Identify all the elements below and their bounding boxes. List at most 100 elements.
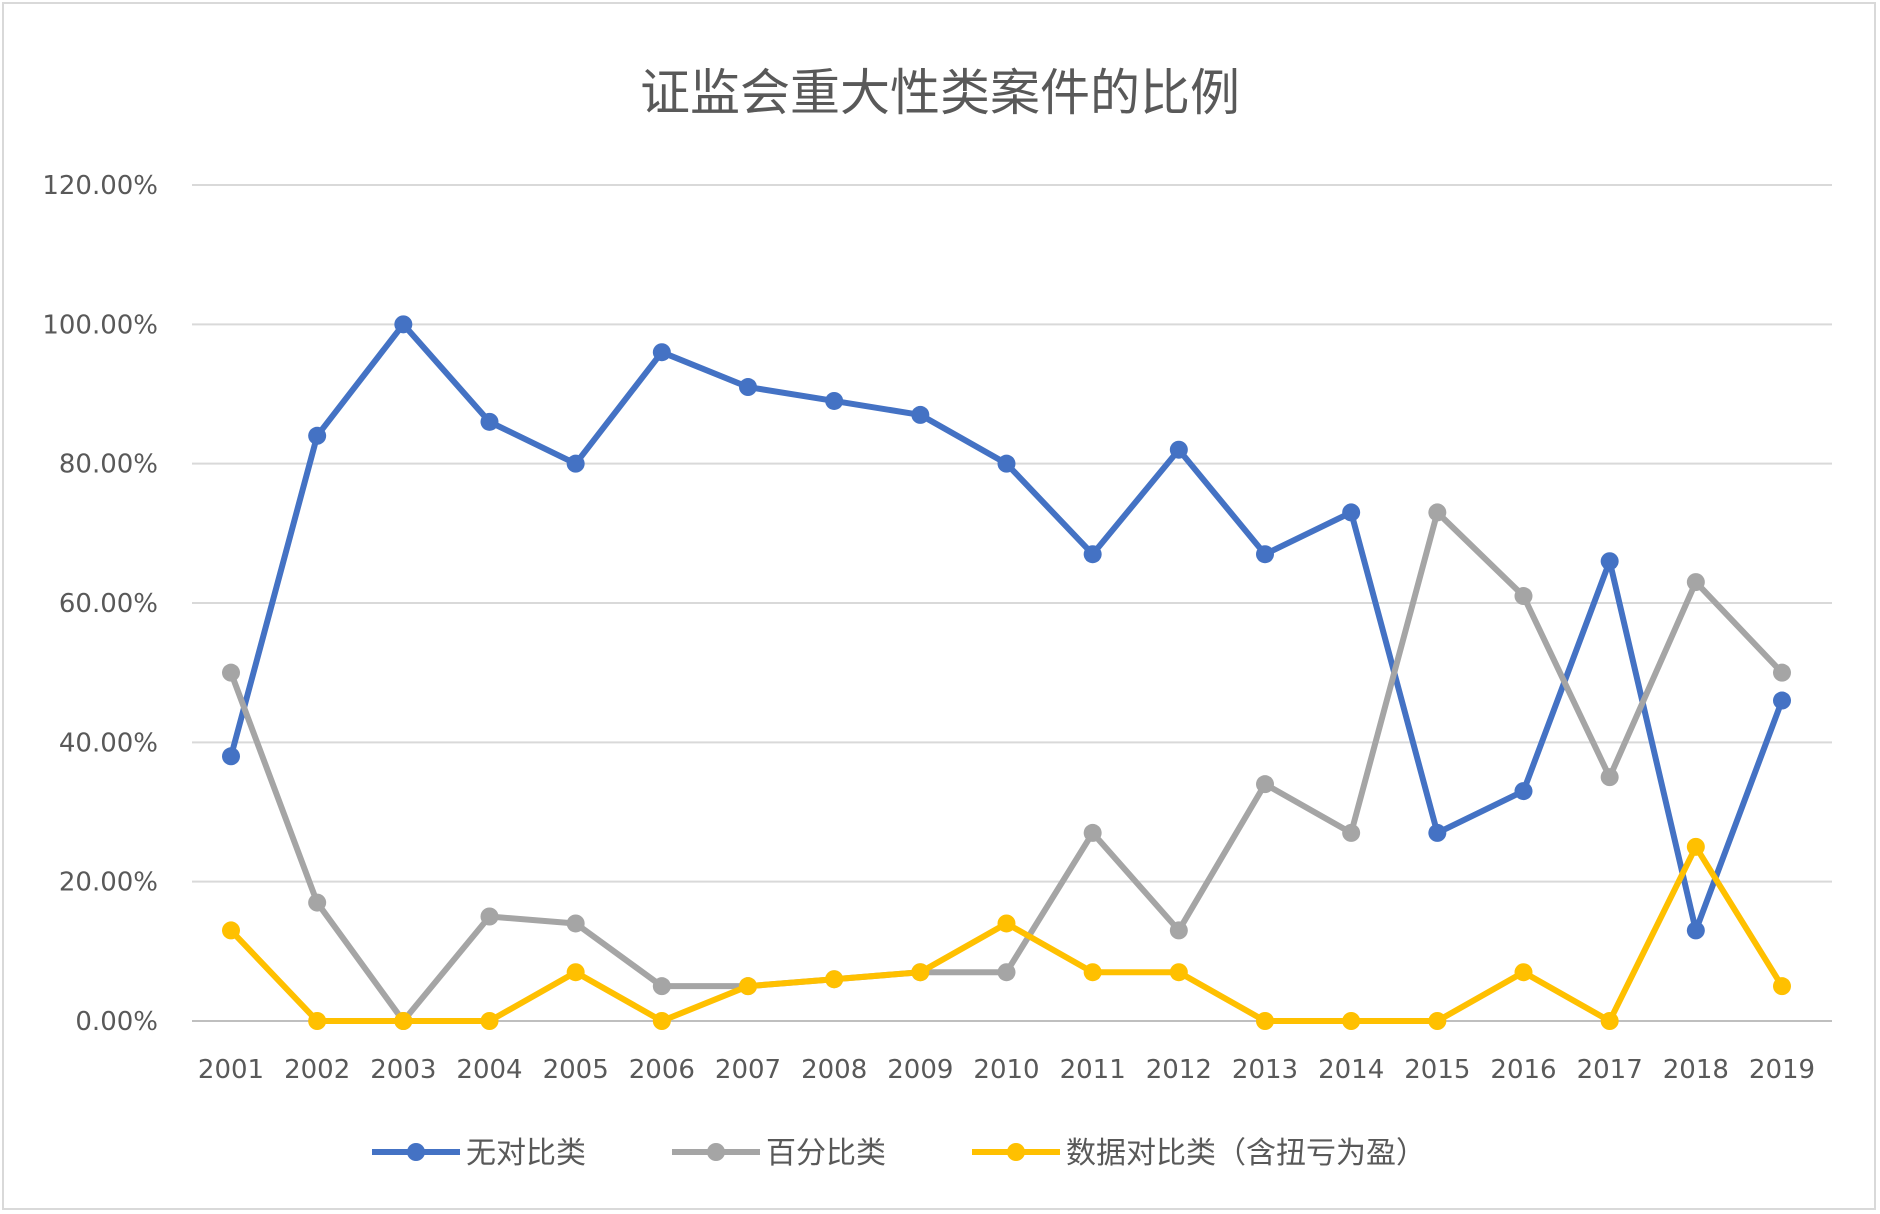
data-point	[997, 963, 1016, 982]
series-1	[222, 315, 1791, 940]
y-tick-label: 120.00%	[42, 171, 158, 201]
series-line	[228, 509, 1785, 1024]
legend-swatch-marker	[707, 1143, 725, 1161]
x-tick-label: 2012	[1146, 1055, 1212, 1085]
x-tick-label: 2014	[1318, 1055, 1384, 1085]
data-point	[739, 378, 757, 397]
x-tick-label: 2018	[1663, 1055, 1729, 1085]
x-tick-label: 2003	[370, 1055, 436, 1085]
data-point	[480, 1012, 499, 1030]
legend-item: 数据对比类（含扭亏为盈）	[972, 1136, 1426, 1171]
x-tick-label: 2017	[1577, 1055, 1643, 1085]
x-tick-label: 2006	[629, 1055, 695, 1085]
x-tick-label: 2004	[456, 1055, 522, 1085]
legend-item: 百分比类	[672, 1136, 886, 1171]
series-2	[222, 503, 1791, 1030]
legend-label: 无对比类	[466, 1136, 586, 1171]
data-point	[1083, 545, 1102, 564]
series-line	[228, 321, 1785, 934]
data-point	[1686, 837, 1705, 856]
data-point	[566, 963, 585, 982]
legend-swatch-marker	[407, 1143, 425, 1161]
data-point	[1686, 573, 1705, 592]
data-point	[1083, 823, 1102, 842]
legend-label: 数据对比类（含扭亏为盈）	[1066, 1136, 1426, 1171]
data-point	[566, 454, 585, 473]
x-tick-label: 2016	[1490, 1055, 1556, 1085]
series-line	[228, 843, 1785, 1024]
data-point	[222, 921, 240, 940]
x-tick-label: 2007	[715, 1055, 781, 1085]
data-point	[652, 1012, 671, 1030]
data-point	[1256, 775, 1274, 794]
data-point	[1169, 440, 1188, 459]
data-point	[652, 343, 671, 362]
data-point	[394, 315, 413, 334]
x-tick-label: 2005	[543, 1055, 609, 1085]
data-point	[1600, 768, 1619, 787]
x-axis-tick-labels: 2001 2002 2003 2004 2005 2006 2007 2008 2009 2010…	[198, 1055, 1815, 1085]
data-point	[222, 663, 240, 682]
series-3	[222, 837, 1791, 1030]
data-point	[1600, 552, 1619, 571]
x-tick-label: 2009	[887, 1055, 953, 1085]
data-point	[1342, 503, 1361, 522]
x-tick-label: 2008	[801, 1055, 867, 1085]
data-point	[997, 454, 1016, 473]
data-point	[652, 977, 671, 996]
x-tick-label: 2015	[1404, 1055, 1470, 1085]
data-point	[394, 1012, 413, 1030]
data-point	[1600, 1012, 1619, 1030]
data-point	[1256, 1012, 1274, 1030]
data-point	[911, 963, 930, 982]
data-point	[739, 977, 757, 996]
data-point	[1686, 921, 1705, 940]
y-tick-label: 80.00%	[59, 450, 158, 480]
data-point	[222, 747, 240, 766]
y-tick-label: 40.00%	[59, 728, 158, 758]
data-point	[308, 1012, 327, 1030]
legend-label: 百分比类	[766, 1136, 886, 1171]
x-tick-label: 2002	[284, 1055, 350, 1085]
data-point	[1428, 823, 1447, 842]
data-point	[1773, 663, 1791, 682]
legend: 无对比类 百分比类 数据对比类（含扭亏为盈）	[372, 1136, 1426, 1171]
x-tick-label: 2010	[973, 1055, 1039, 1085]
data-point	[566, 914, 585, 933]
data-point	[1514, 587, 1533, 606]
y-tick-label: 100.00%	[42, 310, 158, 340]
data-point	[1083, 963, 1102, 982]
legend-item: 无对比类	[372, 1136, 586, 1171]
legend-swatch-marker	[1007, 1143, 1025, 1161]
data-point	[825, 970, 844, 989]
data-point	[1342, 823, 1361, 842]
x-tick-label: 2011	[1060, 1055, 1126, 1085]
data-point	[997, 914, 1016, 933]
data-point	[911, 405, 930, 424]
data-point	[1428, 1012, 1447, 1030]
data-point	[1169, 921, 1188, 940]
y-tick-label: 60.00%	[59, 589, 158, 619]
data-point	[308, 426, 327, 445]
data-point	[1514, 782, 1533, 801]
y-tick-label: 0.00%	[75, 1007, 158, 1037]
data-point	[308, 893, 327, 912]
data-point	[1773, 977, 1791, 996]
data-point	[1256, 545, 1274, 564]
gridlines	[192, 184, 1832, 1022]
x-tick-label: 2019	[1749, 1055, 1815, 1085]
data-point	[1773, 691, 1791, 710]
data-point	[1428, 503, 1447, 522]
data-point	[1514, 963, 1533, 982]
x-tick-label: 2013	[1232, 1055, 1298, 1085]
y-axis-tick-labels: 0.00% 20.00% 40.00% 60.00% 80.00% 100.00% 120.…	[42, 171, 158, 1037]
data-point	[1169, 963, 1188, 982]
x-tick-label: 2001	[198, 1055, 264, 1085]
data-point	[1342, 1012, 1361, 1030]
data-point	[480, 412, 499, 431]
chart-title: 证监会重大性类案件的比例	[640, 64, 1240, 122]
data-point	[480, 907, 499, 926]
data-point	[825, 391, 844, 410]
